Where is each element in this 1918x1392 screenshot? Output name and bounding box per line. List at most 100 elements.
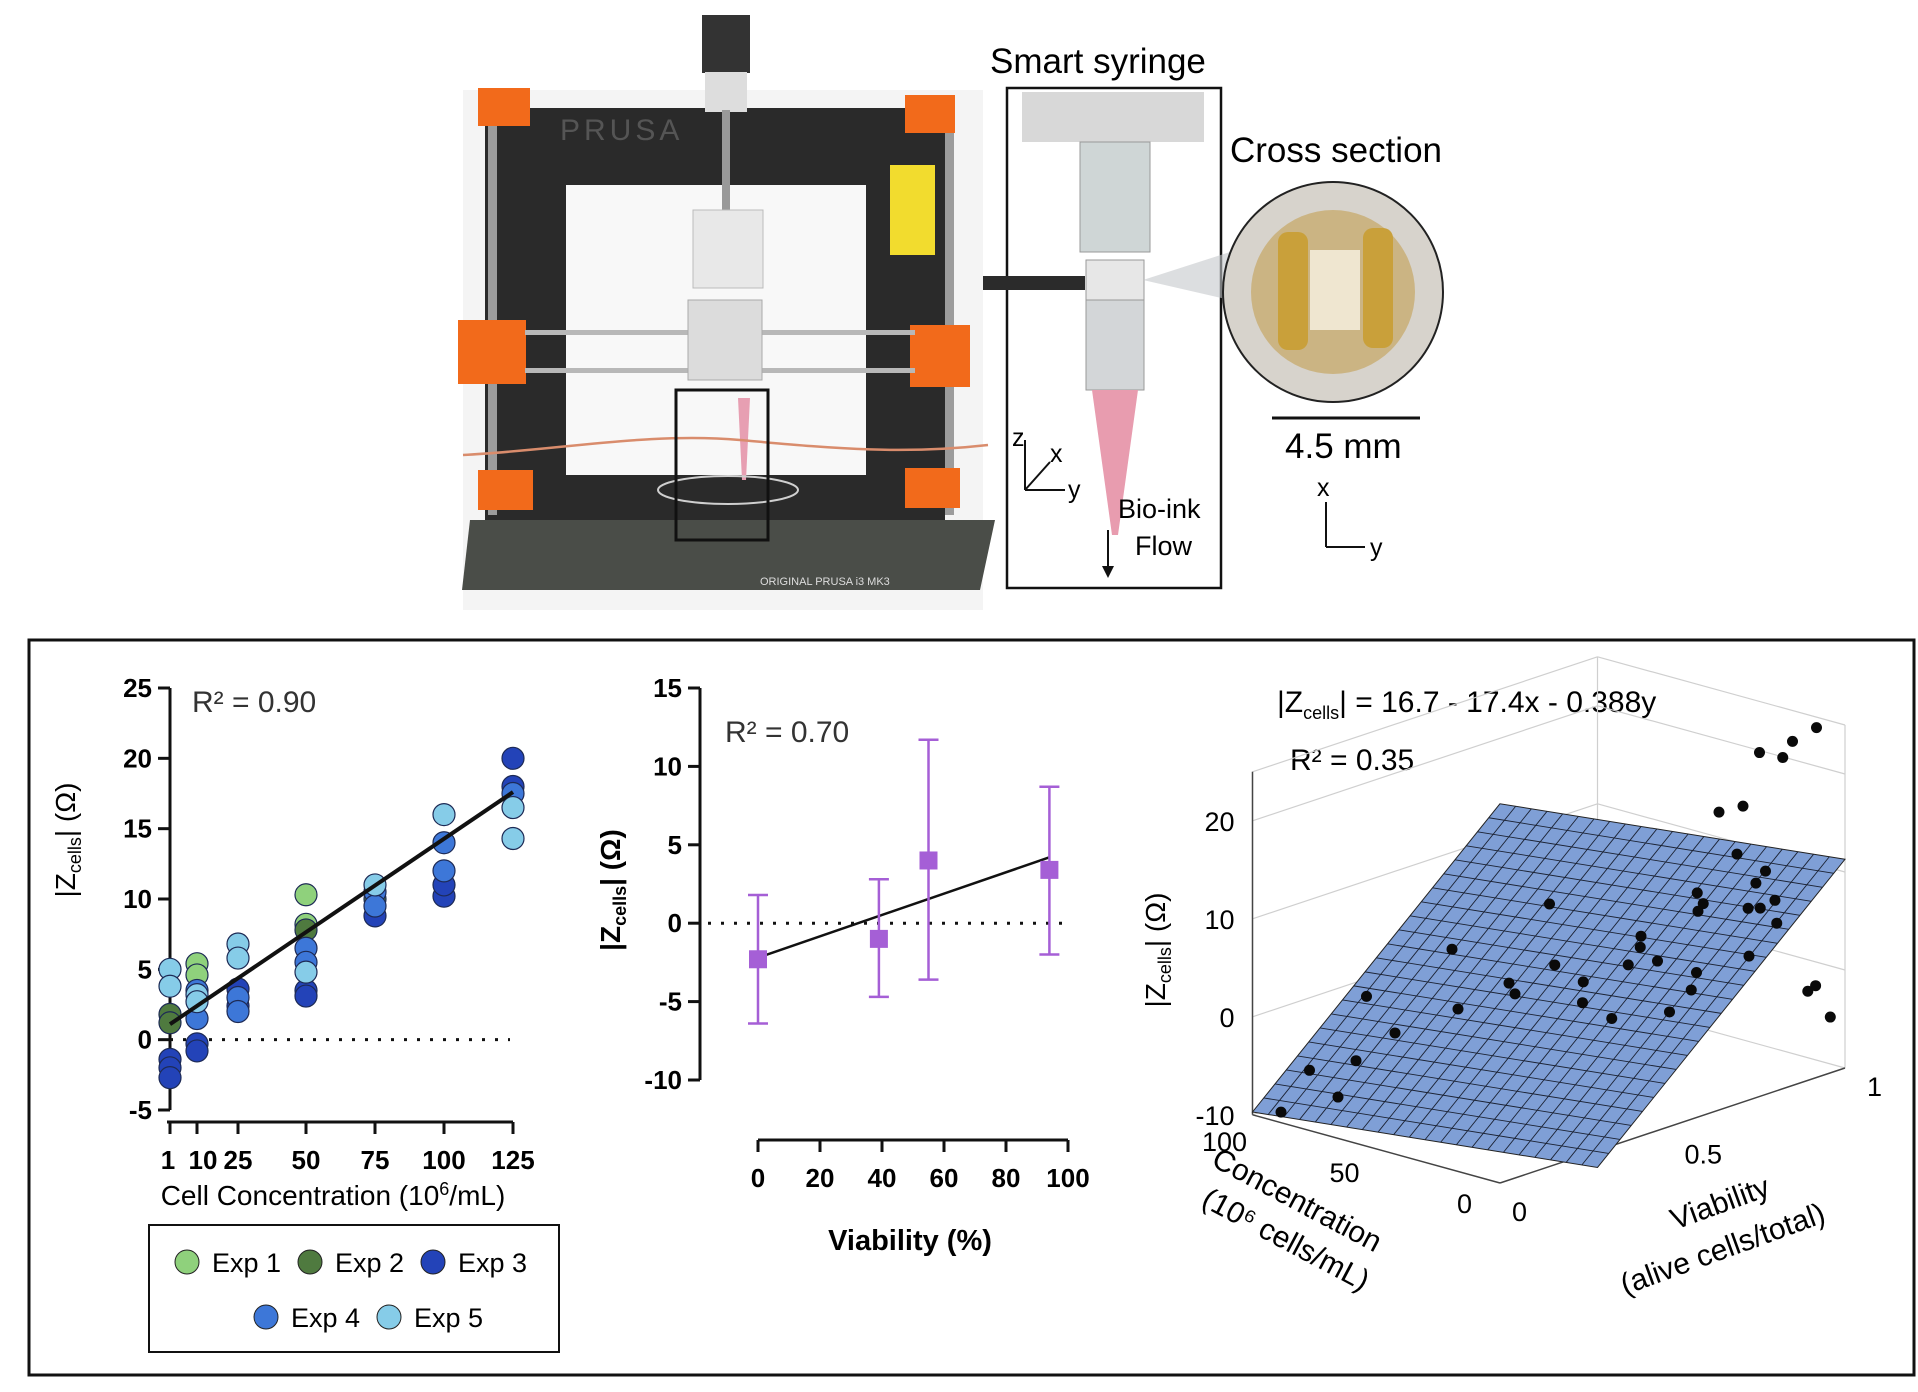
chart1-points — [158, 746, 525, 1090]
printer-photo: PRUSA ORIGINAL PRUSA i3 MK3 — [458, 15, 995, 610]
chart1-fit-line — [168, 790, 515, 1026]
chart3-point — [1634, 941, 1646, 953]
cross-section-title: Cross section — [1230, 131, 1442, 170]
chart3-title: |Zcells| = 16.7 - 17.4x - 0.388y — [1277, 686, 1656, 723]
chart3-point — [1275, 1106, 1287, 1118]
chart3-plane-mesh — [1581, 856, 1830, 1166]
legend-marker-exp3 — [420, 1249, 446, 1275]
chart3-point — [1771, 917, 1783, 929]
chart3-point — [1754, 747, 1765, 759]
chart3-point — [1824, 1011, 1836, 1023]
printer-motor — [702, 15, 750, 73]
chart3-point — [1332, 1091, 1344, 1103]
chart3-point — [1635, 930, 1647, 942]
axis-2d-x-label: x — [1317, 474, 1330, 502]
chart3-plane-mesh — [1456, 836, 1705, 1146]
chart1-x-tick-label: 25 — [224, 1145, 253, 1175]
chart2-x-tick-label: 100 — [1046, 1163, 1089, 1193]
smart-syringe-panel: Smart syringe z x y Bio-ink Flow — [983, 42, 1223, 590]
chart3-point — [1389, 1027, 1401, 1039]
chart1-point-exp5 — [158, 974, 182, 998]
chart2-y-tick-label: 5 — [668, 830, 682, 860]
axis-3d-z-label: z — [1012, 424, 1025, 452]
chart2-point — [749, 950, 767, 969]
chart3-point — [1743, 950, 1755, 962]
chart2-y-tick-label: 0 — [668, 908, 682, 938]
printer-bed-text: ORIGINAL PRUSA i3 MK3 — [760, 576, 890, 588]
chart3-point — [1810, 980, 1822, 992]
flow-arrow-head — [1102, 566, 1114, 578]
syringe-body — [1085, 299, 1145, 391]
legend-marker-exp4 — [253, 1304, 279, 1330]
chart3-z-tick-label: 0 — [1219, 1003, 1234, 1033]
chart3-box-edge — [1252, 656, 1598, 773]
chart3-point — [1577, 997, 1588, 1009]
chart3-plane-mesh — [1274, 1083, 1621, 1140]
chart-viability: R² = 0.70 |Zcells| (Ω) Viability (%) -10… — [595, 673, 1090, 1257]
chart3-points — [1275, 722, 1836, 1118]
chart3-point — [1361, 990, 1372, 1002]
chart3-z-tick-label: -10 — [1195, 1101, 1234, 1131]
legend-label-exp1: Exp 1 — [212, 1248, 281, 1278]
axis-3d-x-label: x — [1050, 440, 1063, 468]
chart1-x-tick-label: 1 — [161, 1145, 175, 1175]
cross-section-panel: Cross section 4.5 mm x y — [1143, 131, 1444, 562]
chart1-point-exp3 — [501, 746, 525, 770]
chart3-zlabel: |Zcells| (Ω) — [1140, 892, 1175, 1007]
chart1-point-exp3 — [185, 1039, 209, 1063]
chart2-fit-line — [757, 856, 1050, 959]
chart2-y-tick-label: 15 — [653, 673, 682, 703]
chart3-point — [1731, 848, 1743, 860]
axis-3d-y-label: y — [1068, 476, 1081, 504]
chart1-ylabel: |Zcells| (Ω) — [50, 782, 85, 897]
chart1-x-tick-label: 100 — [422, 1145, 465, 1175]
chart2-x-tick-label: 20 — [806, 1163, 835, 1193]
printer-orange-part — [458, 320, 526, 384]
chart3-concentration-tick-label: 50 — [1329, 1158, 1359, 1188]
chart1-y-tick-label: 25 — [123, 673, 152, 703]
chart3-viability-tick-label: 0.5 — [1685, 1140, 1723, 1170]
chart3-concentration-tick-label: 100 — [1202, 1127, 1247, 1157]
chart1-y-tick-label: 15 — [123, 814, 152, 844]
bio-ink-label: Bio-ink — [1118, 494, 1201, 524]
chart3-plane-mesh — [1440, 833, 1689, 1143]
chart3-plane-mesh — [1263, 1097, 1609, 1154]
printer-motor-mount — [705, 72, 747, 112]
chart3-point — [1691, 887, 1703, 899]
chart3-plane-mesh — [1518, 846, 1767, 1156]
legend-label-exp3: Exp 3 — [458, 1248, 527, 1278]
chart3-point — [1769, 894, 1781, 906]
chart2-x-tick-label: 40 — [868, 1163, 897, 1193]
syringe-title: Smart syringe — [990, 42, 1206, 81]
chart3-annotation: R² = 0.35 — [1290, 744, 1414, 777]
chart2-point — [1040, 860, 1059, 879]
chart3-point — [1652, 955, 1663, 967]
legend-label-exp2: Exp 2 — [335, 1248, 404, 1278]
chart3-plane-mesh — [1534, 848, 1783, 1158]
legend-label-exp4: Exp 4 — [291, 1303, 360, 1333]
chart3-plane-mesh — [1308, 1041, 1654, 1098]
syringe-barrel — [1079, 141, 1151, 253]
chart1-y-tick-label: 10 — [123, 884, 152, 914]
printer-tip — [738, 398, 750, 480]
chart3-plane-mesh — [1471, 838, 1720, 1148]
chart1-point-exp5 — [501, 826, 525, 851]
printer-syringe-holder — [692, 209, 764, 289]
chart1-legend: Exp 1 Exp 2 Exp 3 Exp 4 Exp 5 — [148, 1224, 560, 1353]
chart1-y-tick-label: 5 — [138, 954, 152, 984]
chart2-points — [748, 738, 1060, 1025]
chart3-point — [1760, 865, 1771, 877]
chart2-xlabel: Viability (%) — [828, 1225, 992, 1257]
chart1-point-exp4 — [432, 859, 456, 883]
chart3-box: -10 0 10 20 0 50 100 0 0.5 1 — [1195, 656, 1882, 1227]
chart1-point-exp1 — [294, 883, 318, 907]
top-figure: PRUSA ORIGINAL PRUSA i3 MK3 Smart syr — [458, 15, 1444, 610]
chart2-point — [869, 929, 888, 948]
chart3-viability-tick-label: 0 — [1512, 1197, 1527, 1227]
chart1-point-exp5 — [501, 795, 525, 820]
chart3-point — [1777, 752, 1789, 764]
chart-concentration: R² = 0.90 |Zcells| (Ω) Cell Concentratio… — [50, 673, 535, 1211]
chart3-plane-mesh — [1353, 985, 1699, 1042]
printer-extruder — [687, 299, 763, 381]
